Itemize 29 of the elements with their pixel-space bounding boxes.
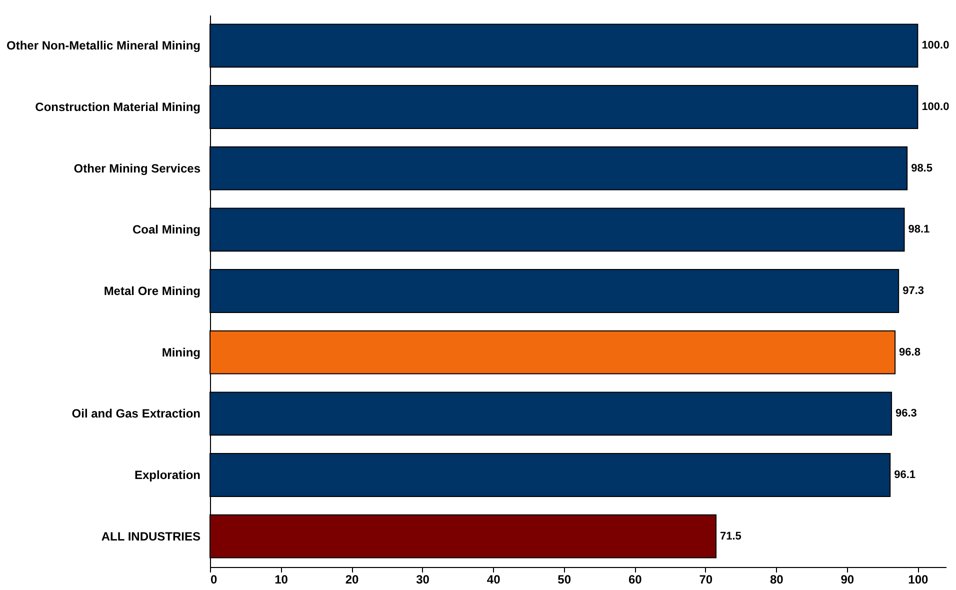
data-label: 96.8	[899, 346, 920, 358]
y-tick-label: Oil and Gas Extraction	[72, 406, 200, 421]
data-label: 96.3	[896, 408, 917, 420]
y-tick-label: Construction Material Mining	[35, 100, 200, 114]
y-tick-label: ALL INDUSTRIES	[101, 529, 200, 544]
data-label: 71.5	[720, 530, 742, 542]
x-tick-label: 70	[699, 572, 713, 586]
data-label: 100.0	[922, 101, 950, 113]
data-label: 96.1	[894, 469, 916, 481]
x-tick-label: 30	[416, 572, 430, 586]
x-tick-label: 0	[210, 572, 218, 586]
x-tick-label: 90	[840, 572, 854, 586]
x-tick-label: 100	[908, 572, 929, 586]
x-tick-label: 10	[274, 572, 288, 586]
x-tick-label: 50	[558, 572, 572, 586]
y-tick-label: Other Non-Metallic Mineral Mining	[6, 38, 200, 53]
y-tick-label: Coal Mining	[132, 222, 200, 237]
y-tick-label: Other Mining Services	[74, 161, 201, 176]
x-tick-label: 60	[628, 572, 642, 586]
data-label: 98.1	[908, 224, 930, 236]
y-tick-label: Mining	[162, 345, 200, 360]
data-label: 98.5	[911, 162, 932, 174]
data-label: 100.0	[922, 40, 950, 52]
data-label: 97.3	[902, 285, 924, 297]
y-tick-label: Exploration	[134, 468, 200, 482]
x-tick-label: 20	[345, 572, 360, 586]
x-tick-label: 40	[486, 572, 501, 586]
x-tick-label: 80	[770, 572, 784, 586]
y-tick-label: Metal Ore Mining	[104, 284, 200, 298]
